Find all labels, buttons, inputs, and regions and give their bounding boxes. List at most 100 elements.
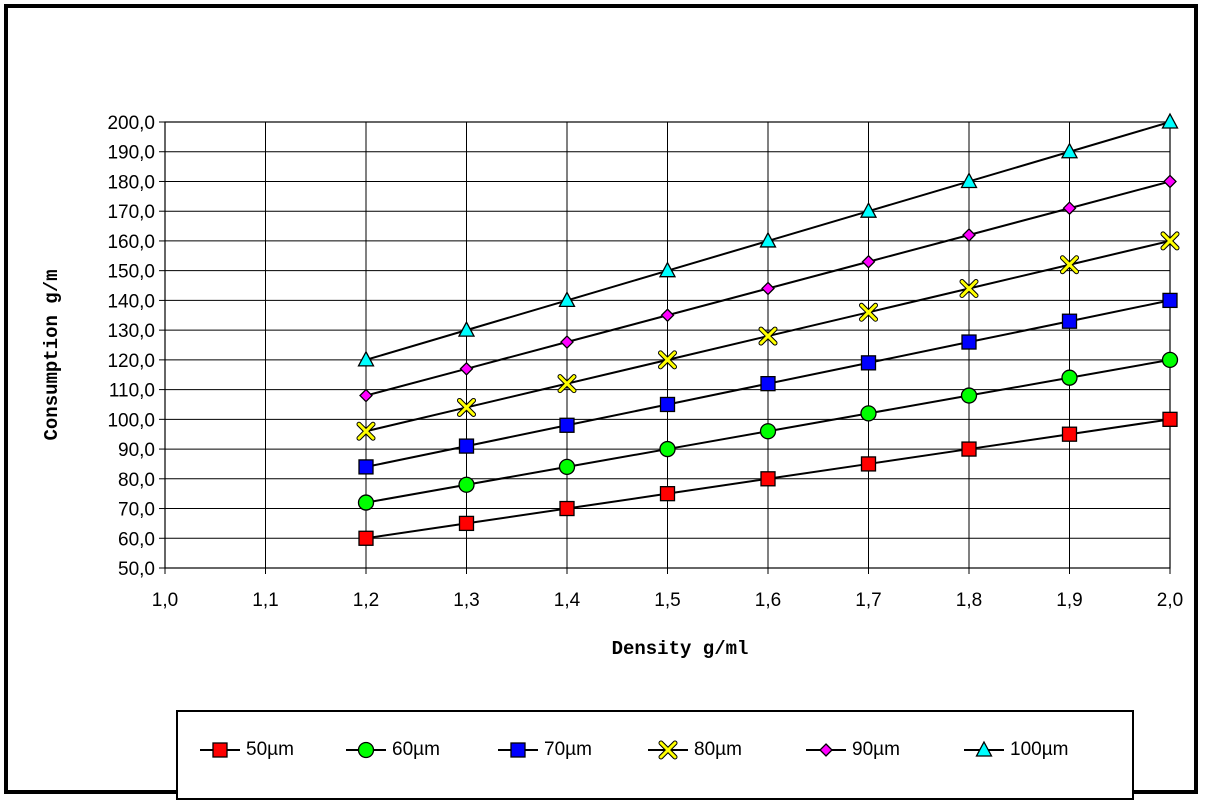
data-point [859,302,878,322]
y-tick-label: 130,0 [107,321,155,342]
y-tick-label: 110,0 [109,381,155,402]
data-point [859,201,878,218]
x-tick-label: 1,8 [956,590,982,611]
data-point [1060,255,1079,275]
y-tick-label: 170,0 [107,202,155,223]
data-point [358,530,374,546]
legend-swatch [498,742,538,758]
chart-frame [4,4,1198,794]
x-tick-label: 1,6 [755,590,781,611]
y-tick-label: 140,0 [107,291,155,312]
data-point [559,500,575,517]
y-tick-label: 100,0 [107,410,155,431]
data-point [356,421,376,441]
data-point [760,376,776,392]
x-tick-label: 1,3 [453,590,479,611]
grid-layer [159,121,1171,574]
data-point [1160,231,1180,251]
data-point [1061,313,1078,329]
data-point [861,254,876,269]
y-tick-label: 90,0 [118,440,155,461]
data-point [960,172,978,189]
data-point [759,423,777,440]
legend-swatch [806,743,846,757]
data-point [658,350,677,370]
data-point [359,388,373,403]
y-axis-title: Consumption g/m [41,269,63,440]
legend-marker [658,740,678,760]
y-tick-label: 150,0 [107,262,155,283]
data-point [860,355,877,371]
legend-label: 80µm [694,739,742,760]
x-tick-label: 1,4 [554,590,581,611]
series-2 [358,292,1178,475]
data-point [1061,369,1078,386]
data-point [560,335,574,349]
legend-swatch [200,742,240,758]
legend-label: 50µm [246,739,294,760]
tick-layer: 50,0 60,0 70,0 80,0 90,0 100,0 110,0 120,0 130,0… [107,113,1183,611]
data-point [659,440,676,458]
data-point [860,405,877,422]
data-point [860,456,877,472]
series-0 [358,411,1178,546]
y-tick-label: 50,0 [118,559,155,580]
legend-swatch [346,741,386,759]
data-point [357,494,375,511]
y-tick-label: 70,0 [118,500,155,521]
y-tick-label: 80,0 [118,470,155,491]
data-point [659,396,676,413]
y-tick-label: 190,0 [107,143,155,164]
series-1 [357,351,1179,511]
data-point [458,438,475,454]
data-point [962,228,976,242]
data-point [660,308,675,323]
y-tick-label: 120,0 [107,351,155,372]
data-point [1161,112,1179,129]
data-point [1161,351,1179,369]
x-tick-label: 2,0 [1157,590,1183,611]
y-tick-label: 180,0 [107,172,155,193]
series-4 [359,174,1177,403]
data-point [1163,174,1177,189]
data-point [961,334,977,350]
data-point [558,291,576,308]
legend-marker [975,740,993,757]
x-tick-label: 1,7 [855,590,881,611]
legend-marker [212,742,228,758]
y-tick-label: 200,0 [107,113,155,134]
x-axis-title: Density g/ml [612,638,749,660]
data-point [960,387,978,404]
data-point [961,441,977,457]
x-tick-label: 1,9 [1056,590,1082,611]
data-point [758,326,778,346]
y-tick-label: 160,0 [107,232,155,253]
data-point [458,515,475,532]
series-layer [356,112,1180,546]
legend-swatch [648,740,688,760]
legend-label: 60µm [392,739,440,760]
plot-area-border [164,121,1171,569]
legend-swatch [964,740,1004,757]
data-point [558,458,576,476]
legend-label: 90µm [852,739,900,760]
data-point [759,231,777,248]
x-tick-label: 1,2 [353,590,379,611]
x-tick-label: 1,5 [654,590,680,611]
y-tick-label: 60,0 [118,529,155,550]
data-point [761,281,775,296]
data-point [658,261,677,278]
data-point [1162,292,1178,309]
data-point [760,471,776,487]
data-point [659,486,676,502]
x-tick-label: 1,0 [152,590,178,611]
legend-marker [819,743,833,757]
data-point [557,374,577,394]
data-point [458,476,475,493]
legend-label: 70µm [544,739,592,760]
series-5 [357,112,1179,367]
legend: 50µm 60µm 70µm 80µm 90µm 100µm [176,710,1134,800]
x-tick-label: 1,1 [252,590,278,611]
data-point [959,279,979,299]
